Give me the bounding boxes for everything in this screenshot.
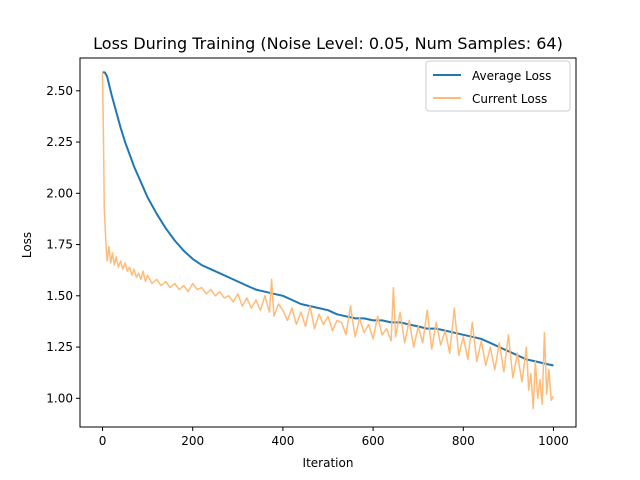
y-tick-label: 2.50 [46, 84, 73, 98]
y-tick-label: 1.25 [46, 340, 73, 354]
legend-label-average-loss: Average Loss [472, 69, 551, 83]
x-tick-label: 800 [452, 434, 475, 448]
y-axis-label: Loss [20, 232, 34, 258]
legend: Average Loss Current Loss [425, 60, 571, 112]
chart-title: Loss During Training (Noise Level: 0.05,… [93, 34, 563, 53]
y-tick-label: 2.00 [46, 186, 73, 200]
y-tick-label: 1.50 [46, 289, 73, 303]
series-line-average-loss [102, 71, 554, 367]
series-line-current-loss [101, 72, 555, 410]
x-tick-label: 0 [99, 434, 107, 448]
y-tick-label: 1.75 [46, 238, 73, 252]
x-tick-label: 600 [362, 434, 385, 448]
y-tick-label: 1.00 [46, 391, 73, 405]
legend-frame [425, 60, 571, 112]
axes-frame [79, 57, 577, 428]
legend-label-current-loss: Current Loss [472, 92, 547, 106]
x-tick-label: 1000 [538, 434, 569, 448]
x-axis-label: Iteration [303, 456, 354, 470]
plot-area: 0 200 400 600 800 1000 1.00 1.25 1.50 1.75 2.00 2.2… [46, 57, 577, 448]
x-tick-label: 200 [181, 434, 204, 448]
y-tick-label: 2.25 [46, 135, 73, 149]
x-tick-label: 400 [271, 434, 294, 448]
